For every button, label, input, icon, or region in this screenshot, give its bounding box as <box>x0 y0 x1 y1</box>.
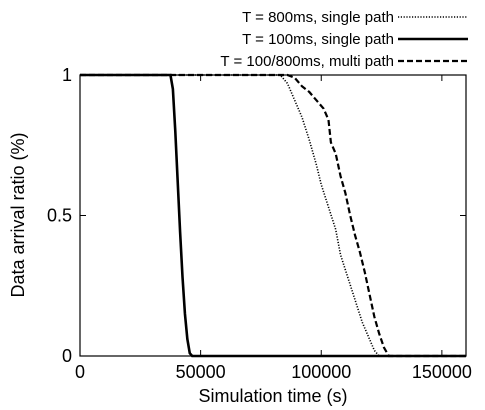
x-tick-label: 50000 <box>176 362 226 382</box>
series-layer <box>80 75 466 356</box>
legend-label-3: T = 100/800ms, multi path <box>220 53 394 70</box>
y-tick-label: 0 <box>62 346 72 366</box>
series-line-1 <box>80 75 466 356</box>
series-line-2 <box>80 75 466 356</box>
legend: T = 800ms, single path T = 100ms, single … <box>220 9 468 70</box>
y-tick-label: 0.5 <box>47 206 72 226</box>
x-tick-label: 0 <box>75 362 85 382</box>
tick-layer: 0 50000 100000 150000 0 0.5 1 <box>47 65 472 382</box>
x-tick-label: 150000 <box>412 362 472 382</box>
plot-frame <box>80 75 466 356</box>
legend-label-2: T = 100ms, single path <box>242 31 394 48</box>
x-axis-label: Simulation time (s) <box>198 386 347 406</box>
y-axis-label: Data arrival ratio (%) <box>8 132 28 297</box>
x-tick-label: 100000 <box>291 362 351 382</box>
y-tick-label: 1 <box>62 65 72 85</box>
legend-label-1: T = 800ms, single path <box>242 9 394 26</box>
series-line-3 <box>80 75 466 356</box>
